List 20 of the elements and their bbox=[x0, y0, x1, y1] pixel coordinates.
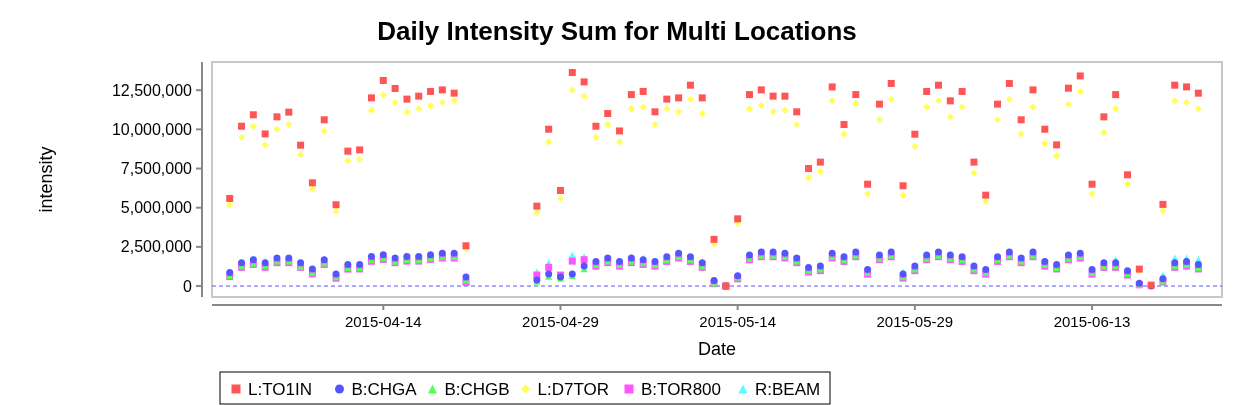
x-tick-label: 2015-04-29 bbox=[522, 313, 599, 330]
x-axis-title: Date bbox=[697, 339, 737, 359]
y-axis-title: intensity bbox=[36, 146, 56, 213]
y-tick-label: 10,000,000 bbox=[111, 120, 193, 138]
legend-label: L:D7TOR bbox=[537, 379, 609, 399]
x-tick-label: 2015-05-29 bbox=[876, 313, 954, 330]
x-tick-label: 2015-05-14 bbox=[699, 313, 777, 330]
legend-label: L:TO1IN bbox=[248, 379, 312, 399]
y-tick-label: 12,500,000 bbox=[111, 81, 193, 99]
legend-label: B:CHGA bbox=[351, 379, 418, 399]
y-tick-label: 0 bbox=[183, 277, 193, 295]
legend-label: B:CHGB bbox=[444, 379, 510, 399]
y-tick-label: 2,500,000 bbox=[120, 238, 193, 256]
x-tick-label: 2015-04-14 bbox=[344, 313, 422, 330]
legend-label: R:BEAM bbox=[755, 379, 821, 399]
y-tick-label: 7,500,000 bbox=[120, 160, 193, 178]
chart-title: Daily Intensity Sum for Multi Locations bbox=[377, 16, 857, 46]
x-tick-label: 2015-06-13 bbox=[1053, 313, 1131, 330]
y-tick-label: 5,000,000 bbox=[120, 199, 193, 217]
legend-label: B:TOR800 bbox=[641, 379, 722, 399]
